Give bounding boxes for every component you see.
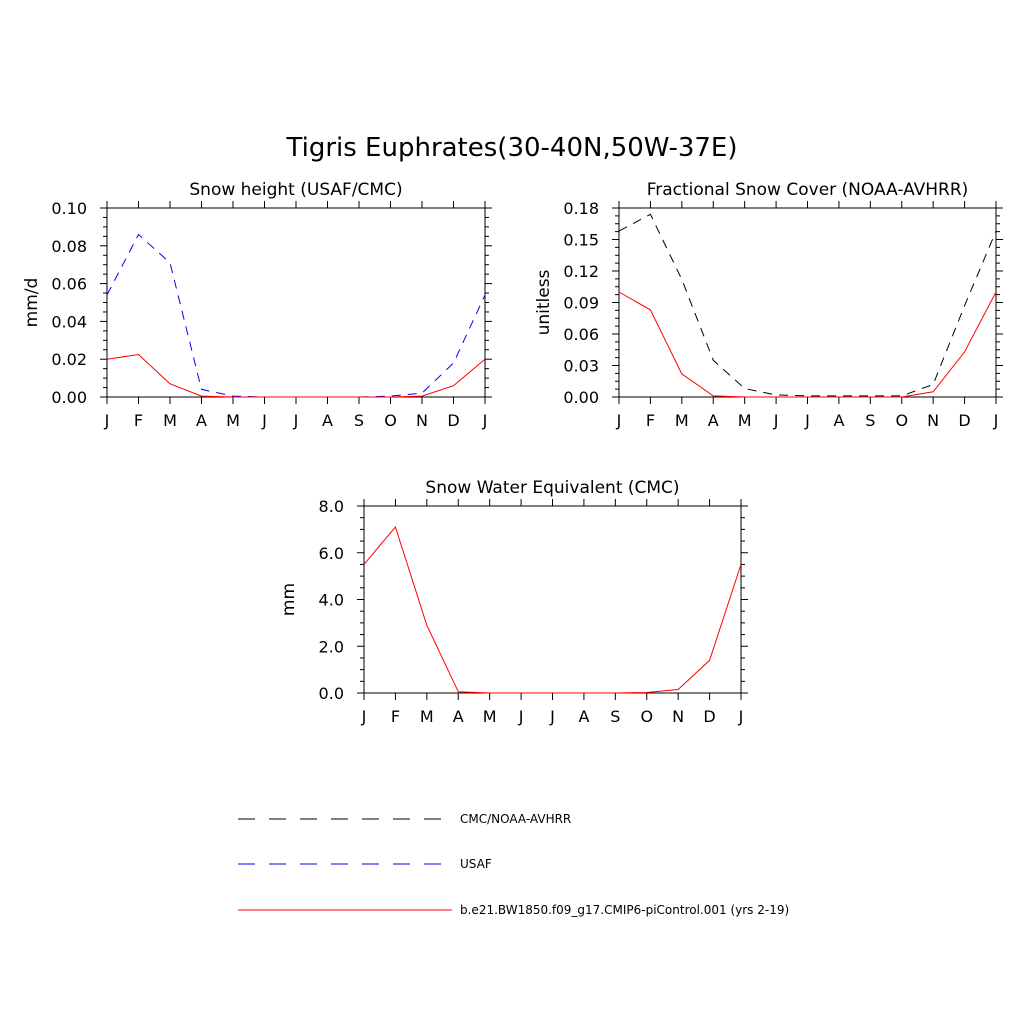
y-tick-label: 0.04 [51, 312, 87, 331]
x-tick-label: J [261, 411, 267, 430]
x-tick-label: N [416, 411, 428, 430]
x-tick-label: J [293, 411, 299, 430]
x-tick-label: J [549, 707, 555, 726]
x-tick-label: S [610, 707, 620, 726]
panel-title: Snow height (USAF/CMC) [189, 180, 402, 200]
y-tick-label: 0.02 [51, 350, 87, 369]
x-tick-label: N [672, 707, 684, 726]
y-tick-label: 0.18 [563, 199, 599, 218]
x-tick-label: M [420, 707, 434, 726]
x-tick-label: J [482, 411, 488, 430]
y-tick-label: 0.15 [563, 231, 599, 250]
series-line-dashed-obs [618, 213, 997, 397]
x-tick-label: F [646, 411, 655, 430]
x-tick-label: A [578, 707, 589, 726]
y-tick-label: 0.03 [563, 357, 599, 376]
x-tick-label: D [447, 411, 459, 430]
series-line-dashed-usaf [106, 233, 486, 398]
y-tick-label: 0.12 [563, 262, 599, 281]
y-axis-label: mm [279, 583, 299, 616]
x-tick-label: S [865, 411, 875, 430]
y-tick-label: 0.00 [563, 388, 599, 407]
x-tick-label: A [708, 411, 719, 430]
y-tick-label: 0.00 [51, 388, 87, 407]
y-axis-label: mm/d [22, 278, 42, 328]
x-tick-label: D [958, 411, 970, 430]
y-tick-label: 0.10 [51, 199, 87, 218]
x-tick-label: M [163, 411, 177, 430]
chart-panel-1: Snow height (USAF/CMC)mm/dJ F M A M J J A S O N D J0… [22, 180, 492, 430]
panel-title: Snow Water Equivalent (CMC) [425, 478, 679, 498]
chart-panels: Snow height (USAF/CMC)mm/dJ F M A M J J A S O N D J0… [22, 180, 1003, 726]
x-tick-label: A [453, 707, 464, 726]
legend-label-2: USAF [460, 857, 492, 871]
x-tick-label: M [483, 707, 497, 726]
plot-frame [618, 207, 997, 398]
y-tick-label: 0.09 [563, 294, 599, 313]
x-tick-label: J [738, 707, 744, 726]
panel-title: Fractional Snow Cover (NOAA-AVHRR) [647, 180, 969, 200]
x-tick-label: O [895, 411, 908, 430]
y-tick-label: 0.08 [51, 237, 87, 256]
y-axis-label: unitless [534, 269, 554, 335]
series-line-solid-model [106, 353, 486, 398]
x-tick-label: O [640, 707, 653, 726]
x-tick-label: A [196, 411, 207, 430]
legend-label-3: b.e21.BW1850.f09_g17.CMIP6-piControl.001… [460, 903, 789, 917]
x-tick-label: J [993, 411, 999, 430]
x-tick-label: M [738, 411, 752, 430]
y-tick-label: 0.06 [51, 275, 87, 294]
y-tick-label: 2.0 [319, 637, 344, 656]
x-tick-label: O [384, 411, 397, 430]
x-tick-label: M [226, 411, 240, 430]
chart-panel-2: Fractional Snow Cover (NOAA-AVHRR) unitle… [534, 180, 1003, 430]
x-tick-label: F [134, 411, 143, 430]
y-tick-label: 0.0 [319, 684, 344, 703]
x-tick-label: A [833, 411, 844, 430]
x-tick-label: J [616, 411, 622, 430]
y-tick-label: 8.0 [319, 497, 344, 516]
x-tick-label: J [804, 411, 810, 430]
chart-panel-3: Snow Water Equivalent (CMC)mmJ F M A M J J A S O N… [279, 478, 748, 726]
legend: CMC/NOAA-AVHRR USAF b.e21.BW1850.f09_g17.C… [238, 812, 789, 917]
x-tick-label: J [773, 411, 779, 430]
x-tick-label: N [927, 411, 939, 430]
series-line-solid-model [363, 525, 742, 694]
x-tick-label: J [518, 707, 524, 726]
figure-title: Tigris Euphrates(30-40N,50W-37E) [286, 133, 738, 163]
legend-label-1: CMC/NOAA-AVHRR [460, 812, 571, 826]
x-tick-label: A [322, 411, 333, 430]
plot-frame [106, 207, 486, 398]
y-tick-label: 6.0 [319, 544, 344, 563]
x-tick-label: J [361, 707, 367, 726]
x-tick-label: M [675, 411, 689, 430]
series-line-solid-model [618, 291, 997, 398]
plot-frame [363, 505, 742, 694]
x-tick-label: J [104, 411, 110, 430]
y-tick-label: 4.0 [319, 591, 344, 610]
x-tick-label: D [703, 707, 715, 726]
x-tick-label: S [354, 411, 364, 430]
x-tick-label: F [391, 707, 400, 726]
y-tick-label: 0.06 [563, 325, 599, 344]
